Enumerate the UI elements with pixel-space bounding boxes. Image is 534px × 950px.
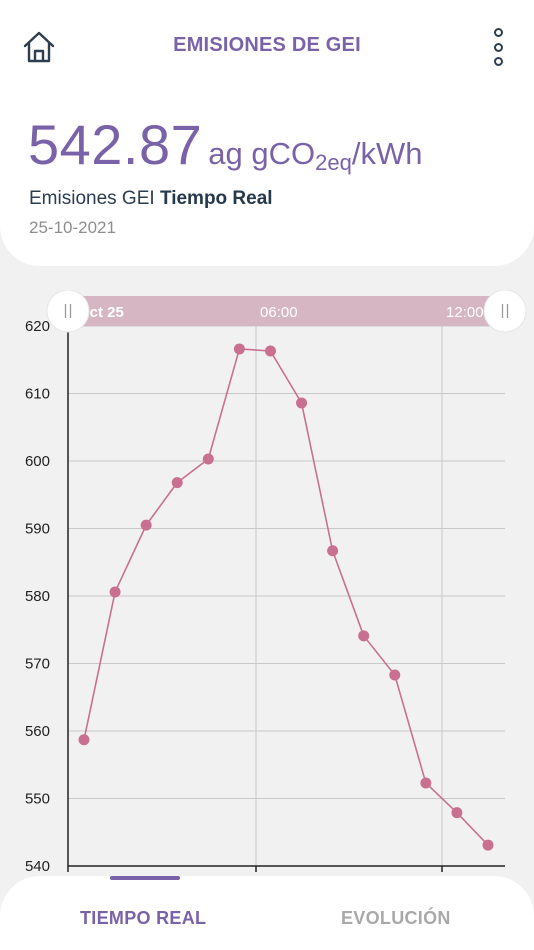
- y-tick-label: 550: [25, 791, 50, 808]
- summary-card: EMISIONES DE GEI 542.87 ag gCO2eq/kWh Emi…: [0, 0, 534, 266]
- data-point: [327, 545, 339, 557]
- data-point: [233, 343, 245, 355]
- data-point: [171, 477, 183, 489]
- data-point: [451, 807, 463, 819]
- y-tick-label: 540: [25, 858, 50, 875]
- reading-date: 25-10-2021: [29, 218, 116, 237]
- active-tab-indicator: [110, 876, 180, 880]
- y-tick-label: 620: [25, 318, 50, 335]
- y-tick-label: 580: [25, 588, 50, 605]
- data-point: [109, 586, 121, 598]
- data-point: [389, 669, 401, 681]
- home-icon: [23, 31, 55, 63]
- reading-label: Emisiones GEI Tiempo Real: [29, 188, 273, 209]
- navigator-label: Oct 25: [78, 304, 124, 321]
- page-title: EMISIONES DE GEI: [173, 34, 361, 56]
- bottom-tab-bar: TIEMPO REAL EVOLUCIÓN: [0, 876, 534, 950]
- navigator-right-handle[interactable]: [483, 290, 527, 333]
- emission-value: 542.87: [28, 113, 203, 176]
- emission-reading: 542.87 ag gCO2eq/kWh: [28, 112, 422, 177]
- data-point: [264, 345, 276, 357]
- more-vertical-icon: [493, 42, 503, 52]
- navigator-label: 06:00: [260, 304, 298, 321]
- series-line: [83, 348, 489, 846]
- data-point: [78, 734, 90, 746]
- data-point: [296, 397, 308, 409]
- navigator-left-handle[interactable]: [46, 290, 90, 333]
- y-tick-label: 610: [25, 386, 50, 403]
- home-button[interactable]: [20, 28, 58, 66]
- data-point: [420, 777, 432, 789]
- navigator-range: [68, 296, 505, 326]
- emissions-line-chart: 540 550 560 570 580 590 600 610 620 Oct 25 06:00 12…: [25, 290, 527, 875]
- more-options-button[interactable]: [490, 28, 506, 66]
- y-tick-label: 560: [25, 723, 50, 740]
- data-point: [140, 519, 152, 531]
- data-point: [358, 630, 370, 642]
- y-tick-label: 570: [25, 656, 50, 673]
- y-tick-label: 590: [25, 521, 50, 538]
- more-vertical-icon: [493, 57, 503, 66]
- emission-unit: ag gCO2eq/kWh: [208, 136, 423, 175]
- data-point: [482, 839, 494, 851]
- more-vertical-icon: [493, 28, 503, 37]
- tab-evolucion[interactable]: EVOLUCIÓN: [341, 908, 451, 928]
- tab-tiempo-real[interactable]: TIEMPO REAL: [80, 908, 207, 928]
- data-point: [202, 453, 214, 465]
- navigator-label: 12:00: [446, 304, 484, 321]
- y-tick-label: 600: [25, 453, 50, 470]
